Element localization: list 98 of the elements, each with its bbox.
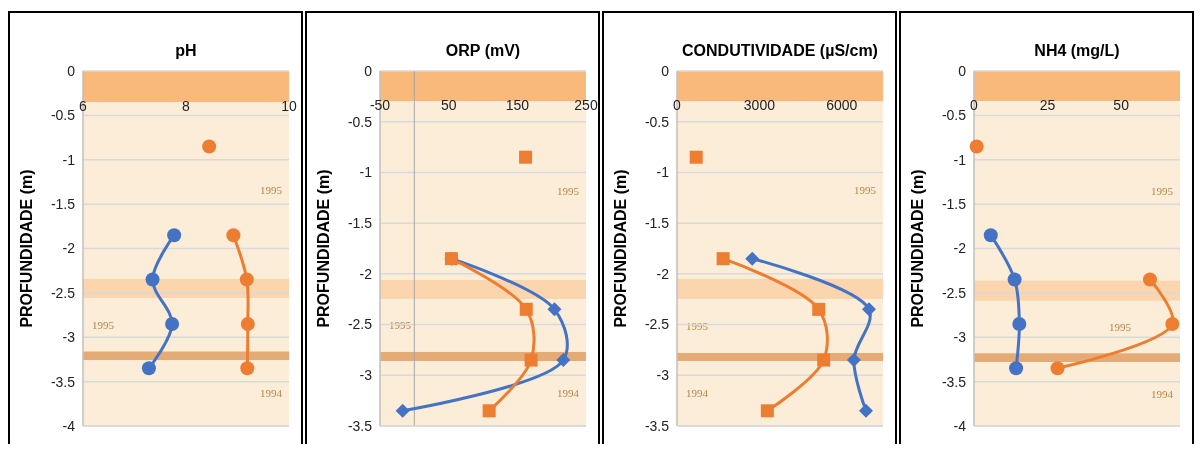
y-tick-label: -3 [656, 367, 670, 384]
x-tick-label: 250 [574, 97, 598, 114]
y-tick-label: -1 [656, 164, 670, 181]
y-tick-label: -2 [359, 265, 373, 282]
y-tick-label: -1 [359, 164, 373, 181]
point [556, 353, 571, 368]
y-tick-label: -3 [359, 367, 373, 384]
point [983, 228, 998, 243]
point [239, 272, 254, 287]
y-tick-label: -2 [656, 265, 670, 282]
point [969, 139, 984, 154]
x-tick-label: 25 [1039, 97, 1056, 114]
y-tick-label: -2.5 [941, 284, 967, 301]
point [226, 228, 241, 243]
y-tick-label: -3.5 [347, 417, 373, 434]
chart-title: NH4 (mg/L) [1034, 42, 1120, 59]
y-tick-label: -3 [62, 329, 76, 346]
chart-title: CONDUTIVIDADE (µS/cm) [682, 42, 878, 59]
point [1142, 272, 1157, 287]
y-tick-label: 0 [67, 62, 76, 79]
point [202, 139, 217, 154]
point [858, 403, 873, 418]
x-tick-label: 6000 [826, 97, 858, 114]
y-tick-label: -4 [62, 417, 76, 434]
band-label: 1995 [92, 318, 115, 331]
band-label: 1995 [557, 184, 580, 197]
band-label: 1995 [1151, 184, 1174, 197]
x-tick-label: -50 [369, 97, 391, 114]
band-label: 1994 [1151, 387, 1174, 400]
x-tick-label: 150 [505, 97, 530, 114]
band-label: 1995 [260, 184, 283, 197]
point [395, 403, 410, 418]
y-tick-label: -0.5 [941, 107, 967, 124]
point [141, 361, 156, 376]
x-tick-label: 50 [1113, 97, 1130, 114]
x-tick-label: 8 [182, 97, 191, 114]
chart-title: ORP (mV) [445, 42, 521, 59]
y-tick-label: -1.5 [347, 215, 373, 232]
y-axis-title: PROFUNDIDADE (m) [612, 169, 629, 328]
point [547, 302, 562, 317]
point [689, 150, 703, 164]
y-tick-label: -1.5 [50, 196, 76, 213]
x-tick-label: 3000 [743, 97, 776, 114]
y-tick-label: -4 [953, 417, 967, 434]
band-label: 1994 [557, 387, 580, 400]
point [716, 252, 730, 266]
point [861, 302, 876, 317]
y-tick-label: -1 [62, 151, 76, 168]
point [846, 353, 861, 368]
y-tick-label: -3.5 [941, 373, 967, 390]
x-tick-label: 10 [281, 97, 297, 114]
y-axis-title: PROFUNDIDADE (m) [315, 169, 332, 328]
point [812, 302, 826, 316]
y-tick-label: -1.5 [941, 196, 967, 213]
point [145, 272, 160, 287]
y-tick-label: 0 [958, 62, 967, 79]
point [1165, 316, 1180, 331]
band-label: 1994 [260, 387, 283, 400]
y-tick-label: 0 [364, 62, 373, 79]
y-tick-label: -2.5 [644, 316, 670, 333]
point [1050, 361, 1065, 376]
y-tick-label: -0.5 [347, 113, 373, 130]
band-label: 1995 [1109, 320, 1132, 333]
y-tick-label: -3.5 [50, 373, 76, 390]
y-axis-title: PROFUNDIDADE (m) [909, 169, 926, 328]
point [167, 228, 182, 243]
y-tick-label: -3.5 [644, 417, 670, 434]
point [240, 316, 255, 331]
y-tick-label: -0.5 [644, 113, 670, 130]
point [524, 353, 538, 367]
y-tick-label: -2 [62, 240, 76, 257]
y-tick-label: -2.5 [50, 284, 76, 301]
y-tick-label: -3 [953, 329, 967, 346]
point [745, 251, 760, 266]
point [165, 316, 180, 331]
y-tick-label: -1.5 [644, 215, 670, 232]
point [482, 404, 496, 418]
band-label: 1995 [854, 184, 877, 197]
x-tick-label: 0 [970, 97, 979, 114]
x-tick-label: 0 [673, 97, 682, 114]
y-tick-label: -2.5 [347, 316, 373, 333]
chart-title: pH [175, 42, 197, 59]
point [519, 150, 533, 164]
point [1012, 316, 1027, 331]
band-label: 1994 [686, 387, 709, 400]
point [519, 302, 533, 316]
y-tick-label: -2 [953, 240, 967, 257]
y-tick-label: -1 [953, 151, 967, 168]
point [240, 361, 255, 376]
y-axis-title: PROFUNDIDADE (m) [18, 169, 35, 328]
point [817, 353, 831, 367]
x-tick-label: 6 [79, 97, 88, 114]
point [1007, 272, 1022, 287]
point [760, 404, 774, 418]
y-tick-label: 0 [661, 62, 670, 79]
y-tick-label: -0.5 [50, 107, 76, 124]
point [1009, 361, 1024, 376]
x-tick-label: 50 [440, 97, 457, 114]
